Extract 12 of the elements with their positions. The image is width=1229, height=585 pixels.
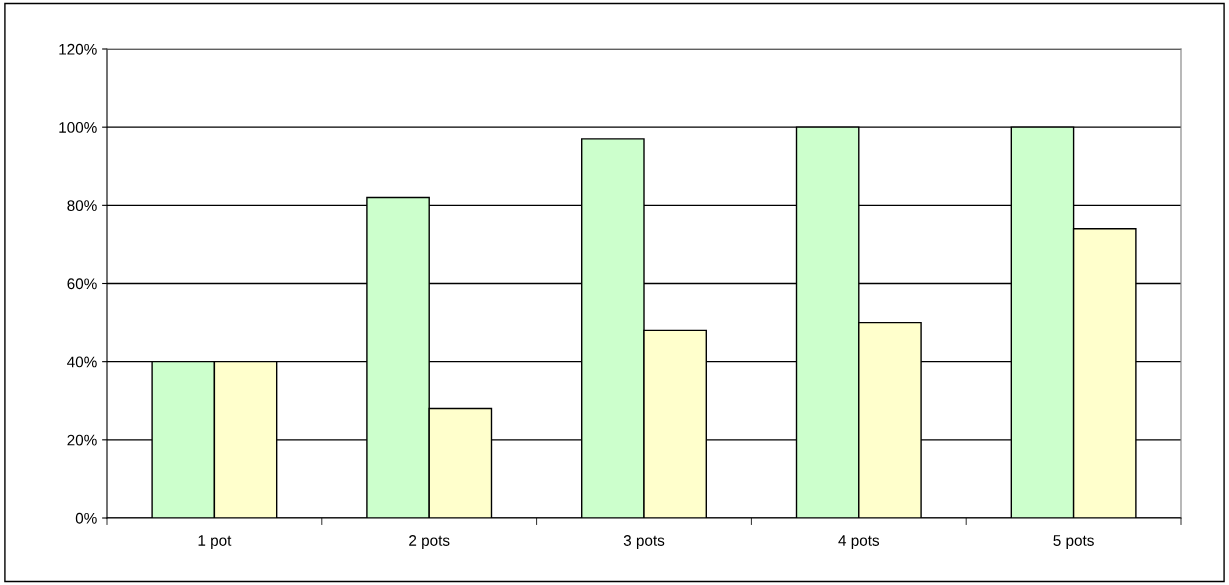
x-tick-label: 5 pots: [1053, 535, 1094, 549]
x-tick-label: 4 pots: [838, 535, 880, 549]
y-tick-label: 60%: [67, 278, 97, 290]
y-tick-label: 100%: [59, 122, 97, 133]
x-tick-label: 1 pot: [198, 535, 232, 549]
x-tick-label: 2 pots: [409, 535, 450, 549]
y-tick-label: 40%: [67, 356, 97, 368]
y-tick-label: 20%: [67, 434, 97, 446]
x-tick-label: 3 pots: [623, 535, 665, 549]
y-tick-label: 0%: [75, 512, 97, 524]
y-tick-label: 80%: [67, 200, 97, 212]
y-tick-label: 120%: [59, 43, 97, 55]
